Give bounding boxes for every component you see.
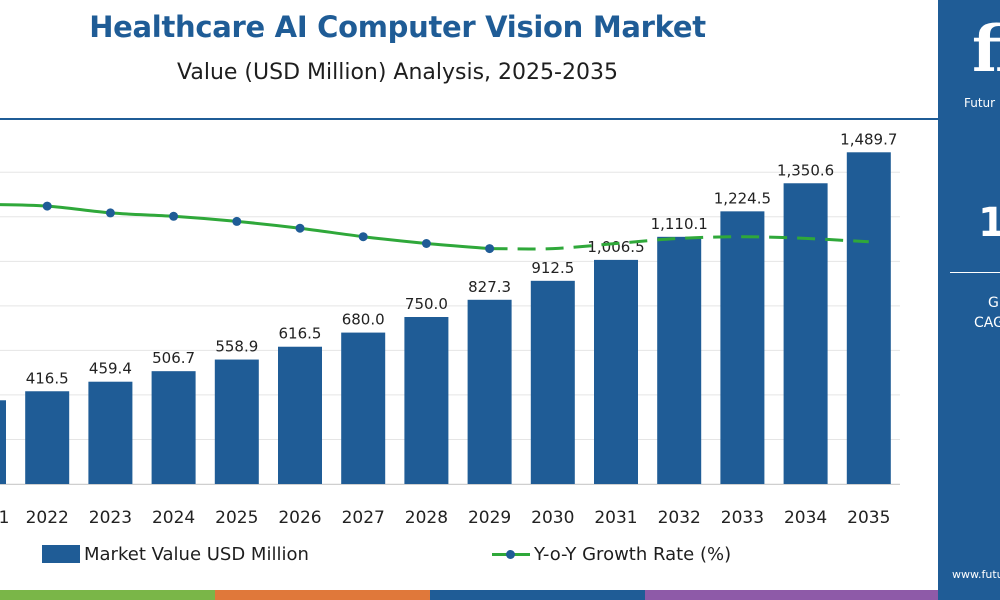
- x-tick-label: 1: [0, 508, 9, 528]
- panel-value: 10: [978, 200, 1000, 246]
- growth-point-2024: [169, 211, 179, 221]
- x-tick-label: 2032: [658, 508, 701, 528]
- growth-point-2025: [232, 216, 242, 226]
- brand-logo-icon: fi: [972, 12, 1000, 87]
- footer-strip-orange: [215, 590, 430, 600]
- legend-line-swatch: [492, 545, 530, 563]
- bars: [0, 152, 891, 485]
- panel-cagr-label: CAG: [974, 315, 1000, 331]
- bar-2027: [341, 332, 386, 484]
- bar-2024: [151, 371, 196, 484]
- growth-line-solid: [0, 203, 490, 251]
- bar-2033: [720, 211, 765, 484]
- bar-2030: [530, 280, 575, 484]
- growth-line-dashed: [489, 235, 869, 251]
- x-axis: 1 2022 2023 2024 2025 2026 2027 2028 2029 2030 203…: [0, 484, 900, 528]
- bar-2022: [25, 391, 70, 484]
- bar-value-label: 616.5: [279, 325, 322, 343]
- panel-website-link[interactable]: www.futu: [952, 568, 1000, 581]
- bar-line-chart: 6416.5459.4506.7558.9616.5680.0750.0827.…: [0, 130, 900, 528]
- growth-rate-line: [0, 201, 869, 254]
- growth-point-2028: [421, 239, 431, 248]
- bar-2028: [404, 317, 449, 484]
- bar-2029: [467, 299, 512, 484]
- footer-strip-purple: [645, 590, 938, 600]
- bar-2026: [278, 346, 322, 484]
- bar-value-label: 416.5: [26, 369, 69, 387]
- x-tick-label: 2031: [594, 508, 637, 528]
- growth-point-2023: [105, 208, 115, 218]
- bar-value-label: 827.3: [468, 278, 511, 296]
- bar-value-label: 750.0: [405, 295, 448, 313]
- header-divider: [0, 118, 940, 120]
- x-tick-label: 2028: [405, 508, 448, 528]
- bar-value-label: 558.9: [215, 338, 258, 356]
- bar-value-label: 680.0: [342, 311, 385, 329]
- x-tick-label: 2023: [89, 508, 132, 528]
- legend-bar-swatch: [42, 545, 80, 563]
- x-tick-label: 2030: [531, 508, 574, 528]
- footer-strip-green: [0, 590, 215, 600]
- panel-divider: [950, 272, 1000, 273]
- brand-logo-text: Futur: [964, 96, 996, 110]
- x-tick-label: 2026: [278, 508, 321, 528]
- legend-label-growth-rate: Y-o-Y Growth Rate (%): [534, 543, 732, 565]
- bar-value-label: 1,110.1: [651, 215, 708, 233]
- brand-side-panel: fi Futur 10 G CAG www.futu: [938, 0, 1000, 600]
- growth-point-2027: [358, 232, 368, 242]
- bar-value-label: 912.5: [531, 259, 574, 277]
- bar-2031: [594, 259, 638, 484]
- bar-2023: [88, 381, 133, 484]
- bar-2032: [657, 236, 702, 484]
- x-tick-label: 2027: [342, 508, 385, 528]
- x-tick-label: 2034: [784, 508, 827, 528]
- x-tick-label: 2033: [721, 508, 764, 528]
- bar-value-label: 1,224.5: [714, 189, 771, 207]
- legend-item-growth-rate: Y-o-Y Growth Rate (%): [492, 541, 731, 567]
- x-tick-label: 2022: [26, 508, 69, 528]
- growth-point-2022: [42, 201, 52, 211]
- grid-lines: [0, 171, 900, 485]
- x-tick-label: 2025: [215, 508, 258, 528]
- legend-item-market-value: Market Value USD Million: [42, 541, 309, 567]
- footer-strip-blue: [430, 590, 645, 600]
- bar-value-label: 459.4: [89, 360, 132, 378]
- bar-2034: [783, 183, 828, 484]
- x-tick-label: 2024: [152, 508, 195, 528]
- bar-2025: [214, 359, 259, 484]
- bar-value-label: 1,350.6: [777, 161, 834, 179]
- bar-value-labels: 6416.5459.4506.7558.9616.5680.0750.0827.…: [26, 130, 898, 387]
- growth-point-2026: [295, 223, 305, 233]
- x-tick-label: 2029: [468, 508, 511, 528]
- chart-subtitle: Value (USD Million) Analysis, 2025-2035: [177, 60, 618, 85]
- bar-value-label: 1,489.7: [840, 130, 897, 148]
- bar-value-label: 506.7: [152, 349, 195, 367]
- panel-label: G: [988, 295, 999, 311]
- chart-title: Healthcare AI Computer Vision Market: [89, 10, 706, 44]
- x-tick-label: 2035: [847, 508, 890, 528]
- growth-point-2029: [485, 244, 495, 254]
- bar-2035: [846, 152, 891, 485]
- legend-label-market-value: Market Value USD Million: [84, 543, 309, 565]
- bar-2021: [0, 400, 6, 484]
